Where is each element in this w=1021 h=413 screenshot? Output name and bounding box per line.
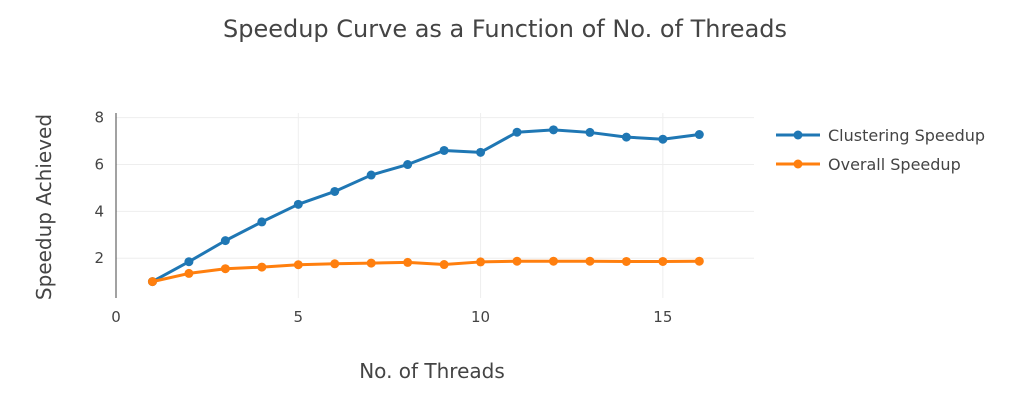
data-point[interactable]	[694, 130, 704, 140]
series-layer	[147, 125, 704, 287]
legend-item[interactable]: Overall Speedup	[776, 155, 961, 174]
data-point[interactable]	[621, 132, 631, 142]
data-point[interactable]	[330, 259, 340, 269]
legend-marker	[793, 159, 803, 169]
data-point[interactable]	[621, 256, 631, 266]
data-point[interactable]	[147, 277, 157, 287]
data-point[interactable]	[476, 257, 486, 267]
x-tick-label: 0	[111, 308, 121, 326]
data-point[interactable]	[330, 186, 340, 196]
x-tick-label: 10	[471, 308, 490, 326]
grid-layer	[116, 113, 754, 298]
chart-title: Speedup Curve as a Function of No. of Th…	[223, 15, 787, 43]
data-point[interactable]	[220, 236, 230, 246]
y-tick-label: 4	[94, 202, 104, 220]
data-point[interactable]	[366, 170, 376, 180]
data-point[interactable]	[585, 256, 595, 266]
x-tick-label: 5	[294, 308, 304, 326]
data-point[interactable]	[184, 268, 194, 278]
series-1	[147, 256, 704, 287]
data-point[interactable]	[439, 260, 449, 270]
data-point[interactable]	[257, 217, 267, 227]
data-point[interactable]	[658, 256, 668, 266]
axis-layer: 0 5 10 15 2 4 6 8	[94, 109, 672, 326]
series-line	[152, 259, 700, 284]
x-axis-title: No. of Threads	[359, 359, 505, 383]
data-point[interactable]	[512, 256, 522, 266]
data-point[interactable]	[694, 256, 704, 266]
legend-label: Clustering Speedup	[828, 126, 985, 145]
data-point[interactable]	[184, 257, 194, 267]
series-line	[151, 128, 700, 283]
data-point[interactable]	[658, 134, 668, 144]
data-point[interactable]	[366, 258, 376, 268]
legend-item[interactable]: Clustering Speedup	[776, 126, 985, 145]
data-point[interactable]	[403, 160, 413, 170]
data-point[interactable]	[257, 262, 267, 272]
data-point[interactable]	[548, 256, 558, 266]
data-point[interactable]	[293, 199, 303, 209]
series-0	[147, 125, 704, 287]
data-point[interactable]	[476, 147, 486, 157]
y-axis-title: Speedup Achieved	[32, 114, 56, 300]
legend-label: Overall Speedup	[828, 155, 961, 174]
y-tick-label: 2	[94, 249, 104, 267]
data-point[interactable]	[293, 260, 303, 270]
data-point[interactable]	[439, 145, 449, 155]
x-tick-label: 15	[653, 308, 672, 326]
legend-marker	[793, 130, 803, 140]
data-point[interactable]	[403, 257, 413, 267]
legend[interactable]: Clustering Speedup Overall Speedup	[776, 126, 985, 174]
data-point[interactable]	[585, 127, 595, 137]
data-point[interactable]	[220, 264, 230, 274]
y-tick-label: 8	[94, 109, 104, 127]
data-point[interactable]	[548, 125, 558, 135]
data-point[interactable]	[512, 127, 522, 137]
y-tick-label: 6	[94, 156, 104, 174]
